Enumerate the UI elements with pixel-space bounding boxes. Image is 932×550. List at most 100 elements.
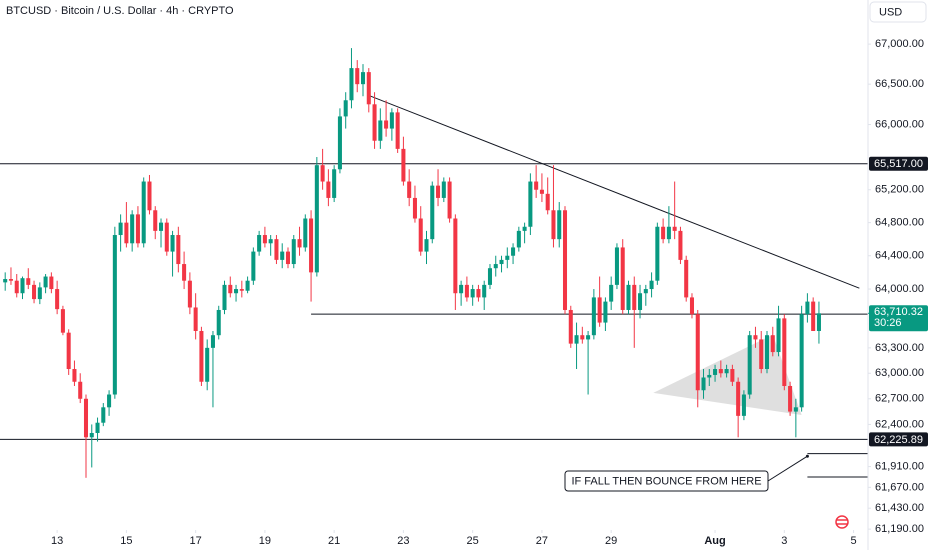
candle-body <box>724 369 729 374</box>
candle-body <box>499 259 504 265</box>
level-label: 62,225.89 <box>874 434 923 446</box>
candle-body <box>684 259 689 298</box>
candle-body <box>591 297 596 336</box>
candle-body <box>135 214 140 244</box>
candle-body <box>257 235 262 252</box>
level-label-box <box>869 156 928 171</box>
candle-body <box>401 148 406 182</box>
candle-body <box>332 169 337 198</box>
candle-body <box>436 185 441 198</box>
candle-body <box>95 422 100 434</box>
candle-body <box>107 394 112 408</box>
candle-body <box>713 369 718 375</box>
candle-body <box>470 289 475 298</box>
candle-body <box>412 197 417 219</box>
annotation-text: IF FALL THEN BOUNCE FROM HERE <box>571 475 761 487</box>
candle-body <box>176 235 181 265</box>
candle-body <box>291 239 296 265</box>
candle-body <box>816 313 821 331</box>
candle-body <box>586 335 591 340</box>
candle-body <box>464 284 469 298</box>
candle-body <box>60 309 65 333</box>
candle-body <box>620 247 625 310</box>
x-tick-label: 15 <box>120 535 132 547</box>
candle-body <box>297 239 302 248</box>
candle-body <box>205 347 210 382</box>
candle-body <box>251 251 256 281</box>
y-tick-label: 63,000.00 <box>875 367 924 379</box>
y-tick-label: 66,000.00 <box>875 118 924 130</box>
candle-body <box>234 289 239 294</box>
candle-body <box>551 210 556 240</box>
annotation-box <box>564 470 769 492</box>
candle-body <box>493 264 498 269</box>
current-price-label: 63,710.32 <box>874 306 923 318</box>
candle-body <box>153 210 158 231</box>
y-tick-label: 67,000.00 <box>875 38 924 50</box>
candle-body <box>187 280 192 308</box>
candle-body <box>37 287 42 300</box>
candle-body <box>20 278 25 294</box>
candle-body <box>395 112 400 149</box>
candle-body <box>597 297 602 323</box>
y-tick-label: 63,300.00 <box>875 342 924 354</box>
candle-body <box>32 284 37 300</box>
candle-body <box>753 335 758 340</box>
y-tick-label: 61,430.00 <box>875 502 924 514</box>
y-tick-label: 64,000.00 <box>875 283 924 295</box>
candle-body <box>89 433 94 438</box>
candle-body <box>730 369 735 382</box>
plot-area <box>0 48 868 478</box>
candle-body <box>655 226 660 281</box>
x-tick-label: 5 <box>851 535 857 547</box>
candle-body <box>3 279 8 283</box>
currency-button[interactable] <box>869 1 927 23</box>
candle-body <box>349 68 354 101</box>
candle-body <box>707 374 712 378</box>
candle-body <box>245 280 250 291</box>
candle-body <box>487 268 493 285</box>
x-tick-label: 23 <box>397 535 409 547</box>
candle-body <box>389 112 394 129</box>
candle-body <box>545 193 550 211</box>
candle-body <box>320 165 325 182</box>
candle-body <box>695 314 700 391</box>
current-price-box <box>869 305 928 332</box>
y-tick-label: 61,670.00 <box>875 481 924 493</box>
candle-body <box>505 255 510 260</box>
chart-title: BTCUSD · Bitcoin / U.S. Dollar · 4h · CR… <box>6 5 234 17</box>
candle-body <box>8 279 13 281</box>
candle-body <box>130 214 135 244</box>
candle-body <box>793 407 798 412</box>
candle-body <box>718 369 723 374</box>
candle-body <box>626 284 631 310</box>
candle-body <box>430 185 435 240</box>
candle-body <box>337 116 342 170</box>
candle-body <box>782 318 787 387</box>
candle-body <box>811 301 816 331</box>
candle-body <box>759 339 764 370</box>
candle-body <box>441 181 446 198</box>
currency-label[interactable]: USD <box>879 6 902 18</box>
candle-body <box>72 369 77 382</box>
candle-body <box>378 120 383 141</box>
level-label-box <box>869 432 928 447</box>
y-tick-label: 61,910.00 <box>875 460 924 472</box>
candle-body <box>303 218 308 248</box>
candle-body <box>314 165 319 273</box>
x-tick-label: 17 <box>190 535 202 547</box>
candle-body <box>26 278 31 285</box>
candle-body <box>147 181 152 211</box>
y-tick-label: 62,700.00 <box>875 393 924 405</box>
candle-body <box>170 235 175 252</box>
candle-body <box>118 222 123 236</box>
x-tick-label: Aug <box>704 535 725 547</box>
candle-body <box>285 251 291 265</box>
candle-body <box>262 235 267 244</box>
countdown-label: 30:26 <box>874 317 902 329</box>
candle-body <box>522 226 527 231</box>
candle-body <box>239 289 244 291</box>
candle-body <box>274 239 279 260</box>
candle-body <box>805 301 810 315</box>
x-tick-label: 19 <box>259 535 271 547</box>
